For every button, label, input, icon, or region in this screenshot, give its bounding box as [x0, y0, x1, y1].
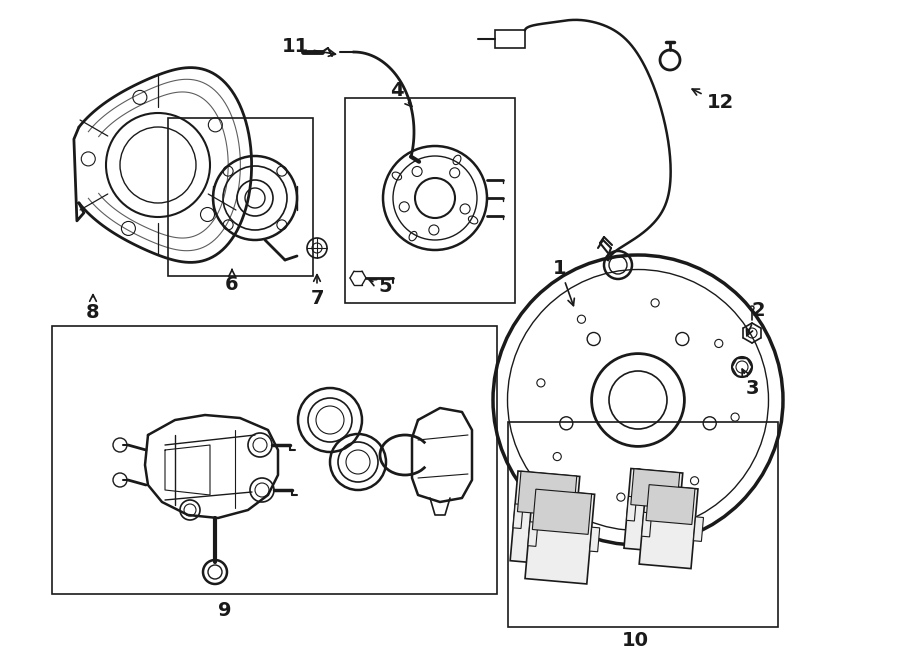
Bar [518, 471, 577, 516]
Bar [631, 469, 680, 508]
Text: 6: 6 [225, 270, 238, 295]
Text: 10: 10 [622, 631, 649, 650]
Bar [575, 510, 585, 534]
Bar [525, 489, 595, 584]
Text: 9: 9 [218, 600, 232, 619]
Bar [168, 118, 313, 276]
Text: 7: 7 [310, 274, 324, 307]
Text: 8: 8 [86, 295, 100, 321]
Text: 1: 1 [554, 258, 574, 305]
Text: 5: 5 [369, 278, 392, 297]
Bar [646, 485, 695, 525]
Bar [510, 471, 580, 566]
Bar [626, 496, 636, 521]
Bar [528, 522, 538, 547]
Text: 12: 12 [692, 89, 734, 112]
Bar [639, 485, 698, 568]
Bar [345, 98, 515, 303]
Text: 11: 11 [282, 38, 336, 56]
Bar [508, 422, 778, 627]
Bar [679, 501, 688, 525]
Bar [513, 504, 523, 529]
Text: 2: 2 [746, 301, 765, 336]
Bar [495, 30, 525, 48]
Bar [590, 527, 599, 552]
Bar [693, 517, 704, 541]
Text: 3: 3 [742, 369, 759, 397]
Bar [532, 489, 591, 534]
Bar [624, 469, 683, 553]
Bar [52, 326, 497, 594]
Text: 4: 4 [391, 81, 412, 106]
Bar [642, 512, 652, 537]
